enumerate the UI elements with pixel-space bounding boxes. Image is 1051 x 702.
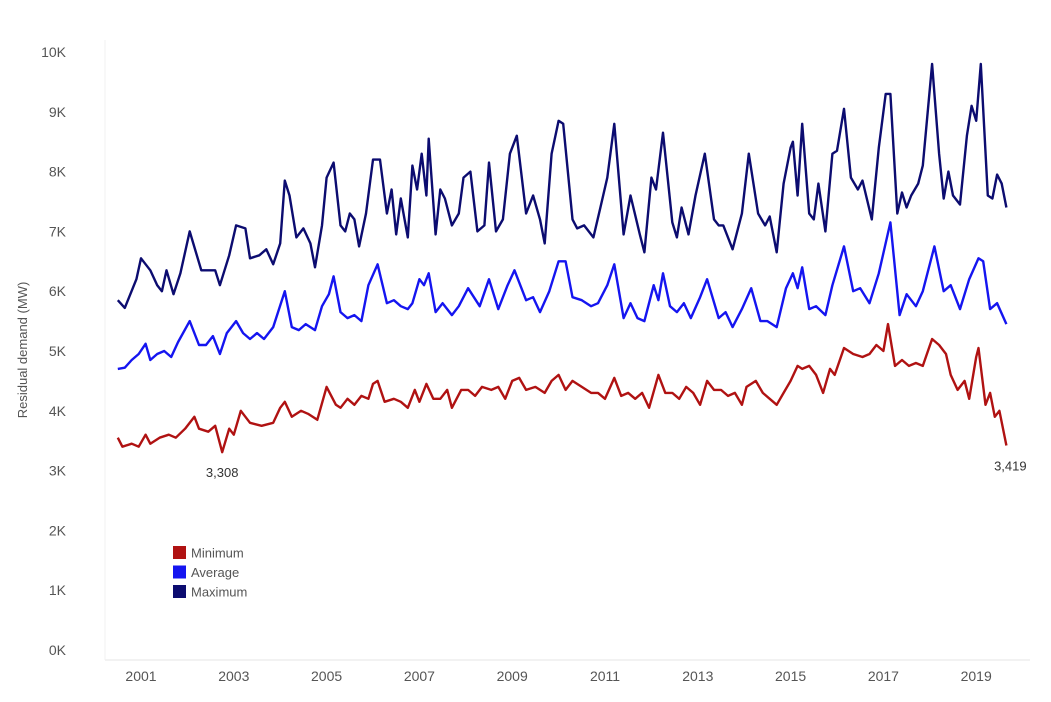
legend-swatch [173,585,186,598]
x-tick-label: 2007 [404,668,435,684]
x-axis-ticks: 2001 2003 2005 2007 2009 2011 2013 2015 2017 2019 [125,668,992,684]
y-tick-label: 6K [49,283,67,299]
y-tick-label: 8K [49,164,67,180]
legend-swatch [173,565,186,579]
y-tick-label: 10K [41,44,67,60]
x-tick-label: 2009 [497,668,528,684]
x-tick-label: 2003 [218,668,249,684]
y-axis-ticks: 0K 1K 2K 3K 4K 5K 6K 7K 8K 9K 10K [41,44,67,658]
legend-label-average: Average [191,565,239,580]
x-tick-label: 2001 [125,668,156,684]
y-axis-title: Residual demand (MW) [15,282,30,419]
legend: Minimum Average Maximum [173,546,247,600]
x-tick-label: 2005 [311,668,342,684]
y-tick-label: 7K [49,223,67,239]
y-tick-label: 4K [49,403,67,419]
legend-label-maximum: Maximum [191,585,247,600]
legend-swatch [173,546,186,559]
y-tick-label: 5K [49,343,67,359]
annotations: 3,308 3,419 [206,459,1027,481]
y-tick-label: 2K [49,522,67,538]
y-tick-label: 1K [49,582,67,598]
series-line-maximum [116,62,1008,310]
x-tick-label: 2011 [590,668,620,684]
x-tick-label: 2017 [868,668,899,684]
series-line-average [117,221,1008,371]
x-tick-label: 2015 [775,668,806,684]
x-tick-label: 2019 [961,668,992,684]
data-label: 3,308 [206,465,239,480]
data-label: 3,419 [994,459,1027,474]
y-tick-label: 3K [49,463,67,479]
legend-label-minimum: Minimum [191,546,244,561]
series-line-minimum [116,322,1008,454]
series-lines [116,62,1008,454]
y-tick-label: 9K [49,104,67,120]
y-tick-label: 0K [49,642,67,658]
x-tick-label: 2013 [682,668,713,684]
